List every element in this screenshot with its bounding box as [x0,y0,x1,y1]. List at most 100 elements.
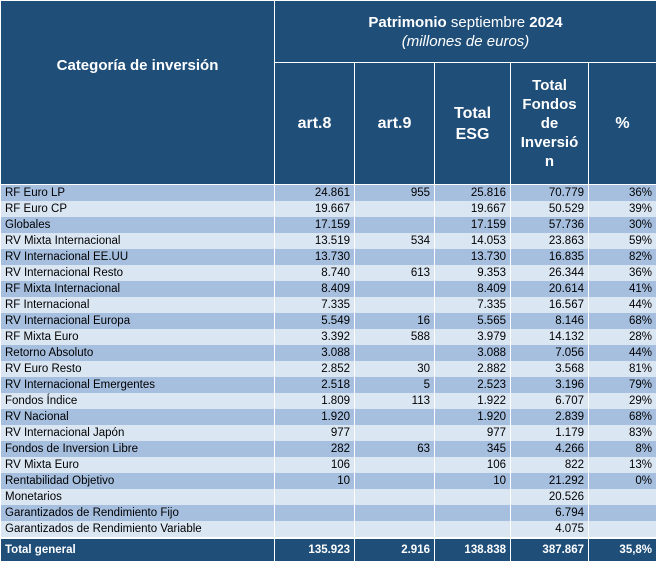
cell-total-esg: 7.335 [434,297,511,313]
table-row: Globales 17.159 17.159 57.736 30% [0,217,657,233]
table-row: RF Mixta Internacional 8.409 8.409 20.614 41… [0,281,657,297]
cell-art8: 977 [274,425,355,441]
cell-total-fondos: 2.839 [510,409,589,425]
cell-percent: 0% [587,473,657,489]
table-footer: Total general 135.923 2.916 138.838 387.… [0,537,657,561]
cell-total-fondos: 3.568 [510,361,589,377]
cell-percent: 44% [587,345,657,361]
col-art8: art.8 [274,62,355,185]
cell-percent: 30% [587,217,657,233]
cell-total-fondos: 26.344 [510,265,589,281]
cell-total-esg: 3.979 [434,329,511,345]
cell-percent: 81% [587,361,657,377]
cell-total-esg: 106 [434,457,511,473]
cell-category: RV Internacional EE.UU [0,249,275,265]
cell-art9: 30 [354,361,435,377]
cell-total-esg: 1.920 [434,409,511,425]
cell-percent: 83% [587,425,657,441]
cell-art8: 10 [274,473,355,489]
cell-total-esg: 2.523 [434,377,511,393]
cell-percent: 8% [587,441,657,457]
cell-art8: 13.730 [274,249,355,265]
cell-art8: 19.667 [274,201,355,217]
cell-category: RV Euro Resto [0,361,275,377]
cell-total-esg [434,489,511,505]
cell-art8: 13.519 [274,233,355,249]
cell-art9: 16 [354,313,435,329]
total-row: Total general 135.923 2.916 138.838 387.… [0,537,657,561]
cell-total-esg: 8.409 [434,281,511,297]
cell-art8: 3.392 [274,329,355,345]
cell-category: RV Nacional [0,409,275,425]
cell-total-fondos: 4.266 [510,441,589,457]
table-row: Garantizados de Rendimiento Fijo 6.794 [0,505,657,521]
cell-category: Monetarios [0,489,275,505]
cell-percent: 41% [587,281,657,297]
total-esg: 138.838 [434,537,511,561]
col-percent: % [587,62,657,185]
cell-art9 [354,281,435,297]
table-row: Rentabilidad Objetivo 10 10 21.292 0% [0,473,657,489]
table-row: RV Internacional EE.UU 13.730 13.730 16.835… [0,249,657,265]
cell-art9: 113 [354,393,435,409]
cell-art8: 1.920 [274,409,355,425]
cell-art8 [274,505,355,521]
table-row: Fondos Índice 1.809 113 1.922 6.707 29% [0,393,657,409]
cell-category: RV Internacional Resto [0,265,275,281]
total-art8: 135.923 [274,537,355,561]
cell-art8: 282 [274,441,355,457]
col-art9: art.9 [354,62,435,185]
table-row: RV Internacional Resto 8.740 613 9.353 26.34… [0,265,657,281]
cell-art8: 24.861 [274,184,355,201]
cell-art9 [354,425,435,441]
cell-art9: 588 [354,329,435,345]
cell-art9 [354,505,435,521]
cell-total-esg: 5.565 [434,313,511,329]
cell-total-esg: 9.353 [434,265,511,281]
cell-total-fondos: 16.567 [510,297,589,313]
cell-total-fondos: 20.526 [510,489,589,505]
table-row: RV Nacional 1.920 1.920 2.839 68% [0,409,657,425]
cell-total-esg: 14.053 [434,233,511,249]
cell-total-fondos: 6.794 [510,505,589,521]
cell-total-fondos: 21.292 [510,473,589,489]
cell-art8: 3.088 [274,345,355,361]
cell-percent: 39% [587,201,657,217]
patrimonio-month: septiembre [446,13,530,31]
cell-category: Garantizados de Rendimiento Variable [0,521,275,538]
cell-category: RF Euro LP [0,184,275,201]
cell-percent: 36% [587,265,657,281]
cell-total-esg [434,521,511,538]
table-row: RV Mixta Euro 106 106 822 13% [0,457,657,473]
cell-art9 [354,521,435,538]
cell-art9 [354,409,435,425]
cell-total-fondos: 23.863 [510,233,589,249]
cell-total-esg: 1.922 [434,393,511,409]
total-fondos: 387.867 [510,537,589,561]
cell-total-fondos: 16.835 [510,249,589,265]
cell-total-fondos: 8.146 [510,313,589,329]
cell-art9 [354,473,435,489]
cell-art8: 7.335 [274,297,355,313]
cell-percent [587,521,657,538]
cell-total-fondos: 822 [510,457,589,473]
cell-percent: 13% [587,457,657,473]
cell-art8: 2.518 [274,377,355,393]
cell-category: RV Mixta Internacional [0,233,275,249]
cell-category: RV Internacional Emergentes [0,377,275,393]
cell-total-esg: 13.730 [434,249,511,265]
cell-total-fondos: 7.056 [510,345,589,361]
cell-percent [587,489,657,505]
cell-total-fondos: 1.179 [510,425,589,441]
cell-category: RF Euro CP [0,201,275,217]
cell-art9 [354,345,435,361]
cell-total-esg [434,505,511,521]
table-row: RV Euro Resto 2.852 30 2.882 3.568 81% [0,361,657,377]
cell-total-esg: 10 [434,473,511,489]
table-row: RF Euro LP 24.861 955 25.816 70.779 36% [0,184,657,201]
patrimonio-header: Patrimonio septiembre 2024 (millones de … [273,0,657,64]
cell-category: Globales [0,217,275,233]
cell-art8: 8.740 [274,265,355,281]
cell-art9 [354,297,435,313]
cell-category: RV Internacional Europa [0,313,275,329]
